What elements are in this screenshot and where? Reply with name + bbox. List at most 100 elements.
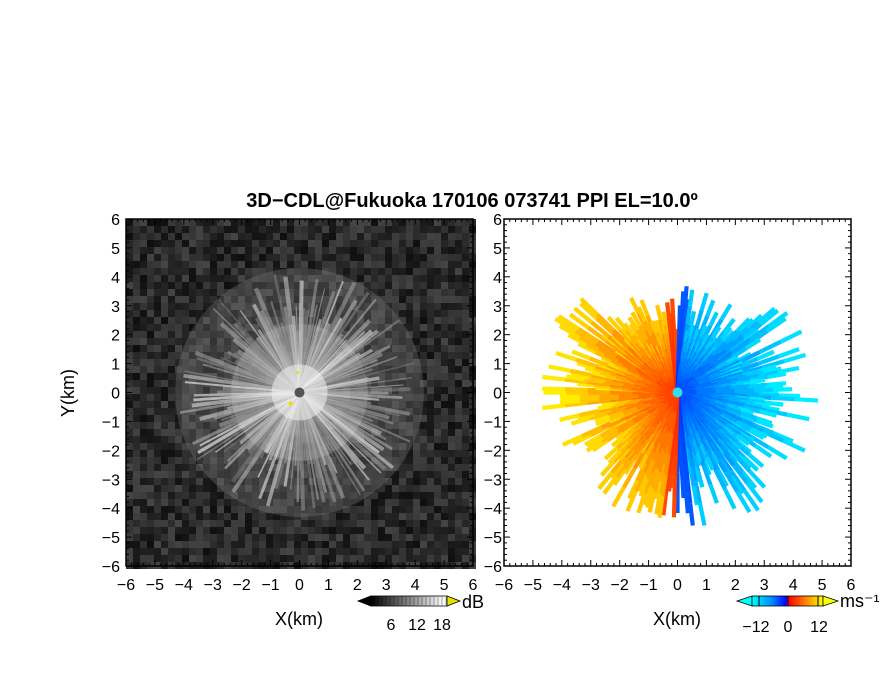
noise-cell: [322, 282, 329, 289]
noise-cell: [420, 261, 427, 268]
noise-cell: [154, 464, 161, 471]
velocity-ray-segment: [661, 494, 668, 516]
noise-cell: [336, 499, 343, 506]
noise-cell: [280, 261, 287, 268]
noise-cell: [210, 422, 217, 429]
noise-cell: [378, 478, 385, 485]
noise-cell: [245, 422, 252, 429]
noise-cell: [441, 275, 448, 282]
velocity-ray-segment: [542, 403, 566, 411]
noise-cell: [371, 380, 378, 387]
noise-cell: [441, 534, 448, 541]
noise-cell: [336, 226, 343, 233]
noise-cell: [399, 233, 406, 240]
noise-cell: [364, 303, 371, 310]
noise-cell: [427, 380, 434, 387]
velocity-ray-segment: [655, 304, 663, 321]
noise-cell: [168, 268, 175, 275]
noise-cell: [231, 506, 238, 513]
velocity-ray-segment: [733, 440, 751, 456]
noise-cell: [462, 345, 469, 352]
noise-cell: [175, 380, 182, 387]
noise-cell: [406, 240, 413, 247]
noise-cell: [385, 401, 392, 408]
velocity-ray-segment: [595, 417, 611, 427]
velocity-ray-segment: [682, 472, 689, 494]
velocity-ray-segment: [693, 480, 703, 504]
noise-cell: [245, 254, 252, 261]
noise-cell: [399, 436, 406, 443]
noise-cell: [406, 513, 413, 520]
noise-cell: [287, 310, 294, 317]
noise-cell: [441, 422, 448, 429]
noise-cell: [350, 324, 357, 331]
noise-cell: [224, 247, 231, 254]
velocity-ray-segment: [749, 396, 765, 403]
noise-cell: [378, 233, 385, 240]
noise-cell: [273, 492, 280, 499]
noise-cell: [357, 261, 364, 268]
noise-cell: [343, 275, 350, 282]
noise-cell: [161, 317, 168, 324]
noise-cell: [196, 352, 203, 359]
noise-cell: [343, 317, 350, 324]
noise-cell: [224, 219, 231, 226]
noise-cell: [280, 534, 287, 541]
noise-cell: [329, 450, 336, 457]
noise-cell: [133, 226, 140, 233]
noise-cell: [161, 268, 168, 275]
velocity-ray-segment: [581, 425, 602, 439]
noise-cell: [231, 450, 238, 457]
noise-cell: [245, 289, 252, 296]
noise-cell: [385, 506, 392, 513]
noise-cell: [273, 296, 280, 303]
noise-cell: [161, 450, 168, 457]
noise-cell: [238, 527, 245, 534]
noise-cell: [378, 422, 385, 429]
noise-cell: [161, 408, 168, 415]
noise-cell: [224, 310, 231, 317]
noise-cell: [224, 513, 231, 520]
noise-cell: [126, 527, 133, 534]
noise-cell: [217, 555, 224, 562]
velocity-ray-segment: [735, 317, 751, 333]
colorbar-tick: 12: [408, 617, 426, 634]
noise-cell: [406, 219, 413, 226]
noise-cell: [462, 506, 469, 513]
noise-cell: [154, 226, 161, 233]
noise-cell: [322, 226, 329, 233]
noise-cell: [203, 429, 210, 436]
noise-cell: [133, 541, 140, 548]
noise-cell: [350, 289, 357, 296]
y-tick-label: 4: [111, 270, 120, 287]
x-tick-label: −5: [524, 577, 542, 594]
noise-cell: [399, 401, 406, 408]
noise-cell: [287, 275, 294, 282]
noise-cell: [420, 268, 427, 275]
colorbar-right-arrow: [822, 595, 840, 607]
noise-cell: [413, 226, 420, 233]
noise-cell: [175, 555, 182, 562]
noise-cell: [364, 366, 371, 373]
noise-cell: [203, 247, 210, 254]
noise-cell: [413, 429, 420, 436]
noise-cell: [133, 247, 140, 254]
noise-cell: [203, 268, 210, 275]
noise-cell: [294, 282, 301, 289]
noise-cell: [182, 324, 189, 331]
noise-cell: [420, 541, 427, 548]
noise-cell: [231, 247, 238, 254]
noise-cell: [280, 317, 287, 324]
noise-cell: [196, 254, 203, 261]
noise-cell: [168, 534, 175, 541]
noise-cell: [175, 317, 182, 324]
noise-cell: [406, 534, 413, 541]
velocity-ray-segment: [779, 393, 801, 399]
noise-cell: [259, 324, 266, 331]
noise-cell: [329, 555, 336, 562]
velocity-ray-segment: [680, 480, 686, 499]
noise-cell: [175, 310, 182, 317]
noise-cell: [434, 478, 441, 485]
noise-cell: [140, 345, 147, 352]
noise-cell: [448, 345, 455, 352]
